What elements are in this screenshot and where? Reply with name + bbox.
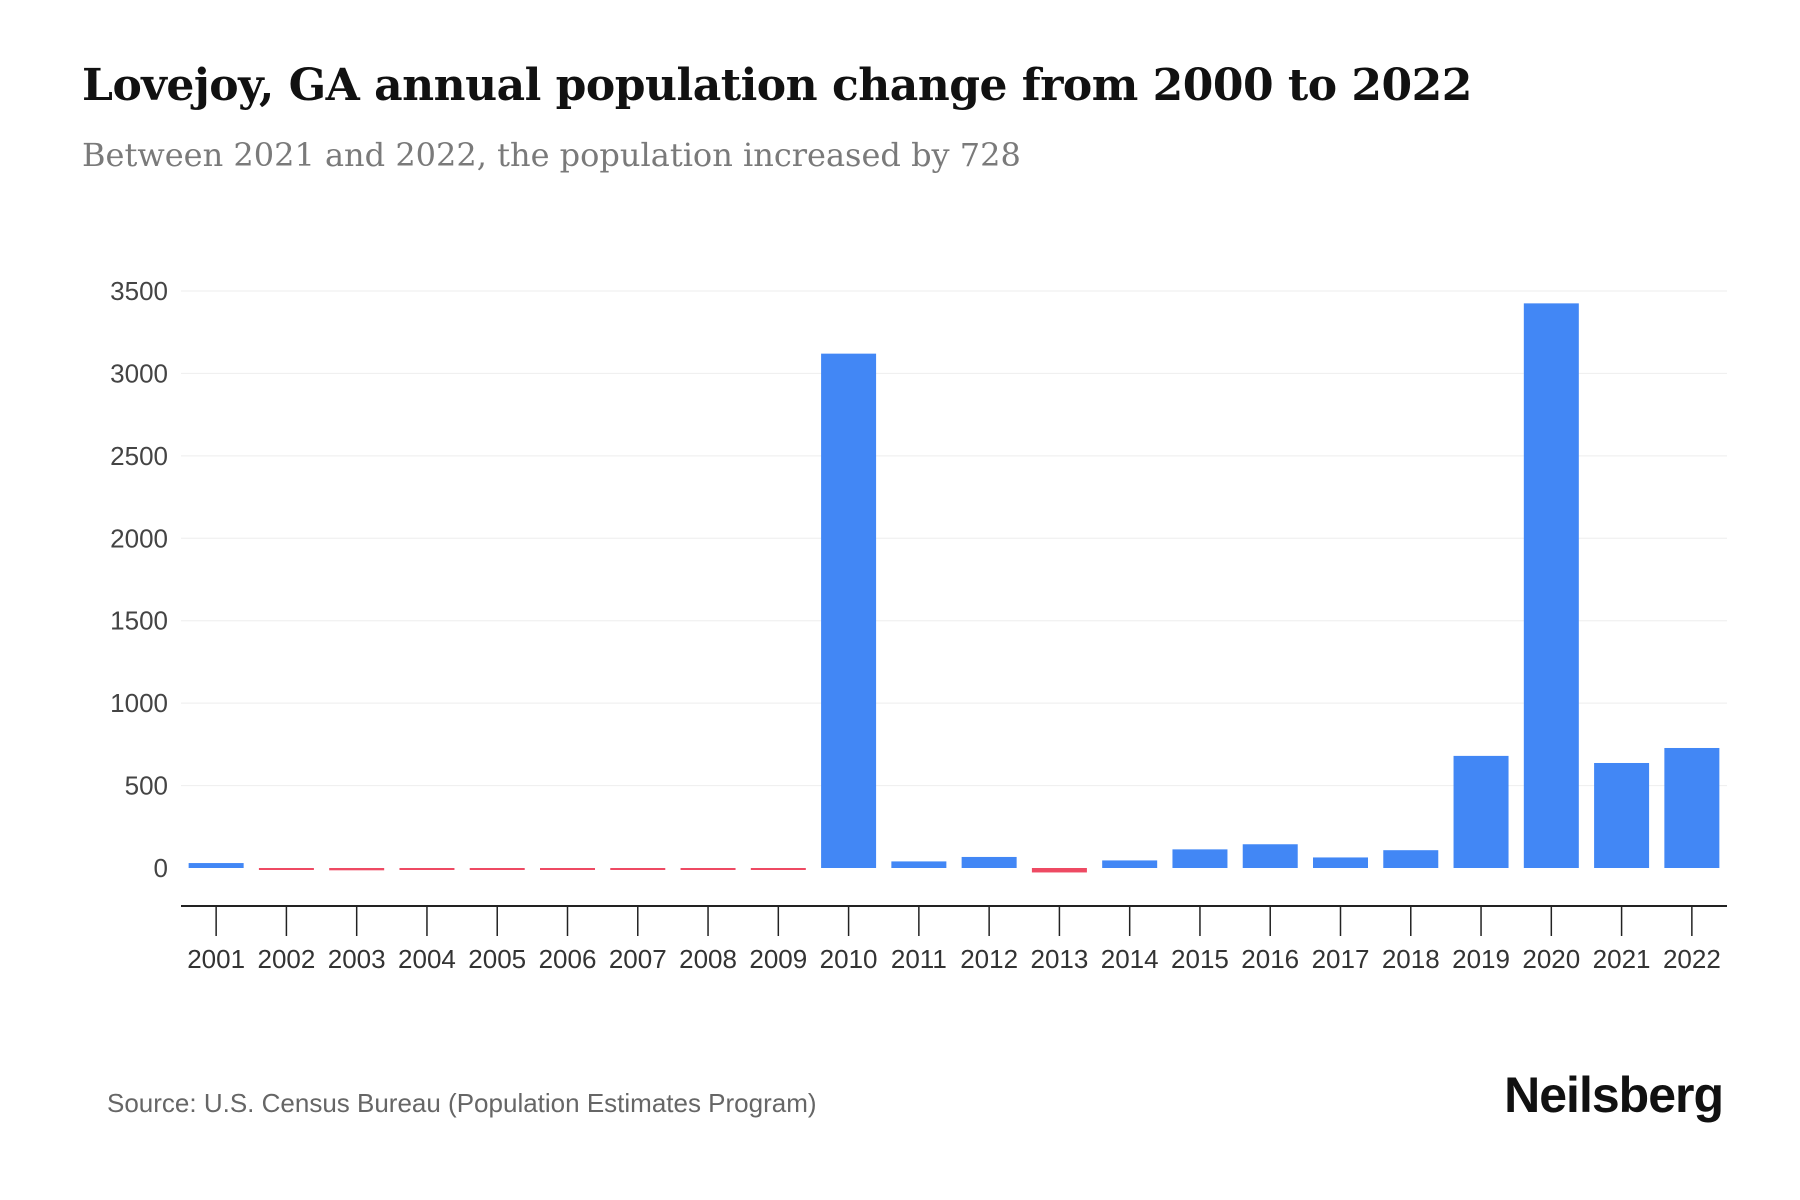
x-tick-label: 2011: [891, 944, 947, 974]
x-tick-label: 2006: [539, 944, 597, 974]
bar-2001: [188, 863, 244, 868]
y-tick-label: 3500: [110, 276, 168, 306]
chart-subtitle: Between 2021 and 2022, the population in…: [82, 136, 1021, 174]
x-tick-label: 2007: [609, 944, 667, 974]
x-tick-label: 2021: [1593, 944, 1651, 974]
source-note: Source: U.S. Census Bureau (Population E…: [107, 1088, 817, 1118]
bar-2019: [1453, 755, 1509, 868]
x-tick-label: 2020: [1522, 944, 1580, 974]
bar-2003: [329, 868, 385, 871]
bar-2011: [891, 861, 947, 868]
bar-2016: [1242, 844, 1298, 868]
x-tick-label: 2022: [1663, 944, 1721, 974]
bar-2006: [540, 868, 595, 870]
x-tick-label: 2003: [328, 944, 386, 974]
bar-2005: [469, 868, 525, 870]
x-tick-label: 2009: [749, 944, 807, 974]
y-tick-label: 2000: [110, 523, 168, 553]
x-tick-label: 2013: [1030, 944, 1088, 974]
y-tick-label: 2500: [110, 441, 168, 471]
y-tick-label: 1000: [110, 688, 168, 718]
x-tick-label: 2016: [1241, 944, 1299, 974]
bar-2004: [399, 868, 455, 870]
bar-2008: [680, 868, 736, 870]
bar-2018: [1383, 850, 1439, 868]
bar-2014: [1102, 860, 1158, 868]
bar-2021: [1594, 762, 1650, 868]
bar-2012: [961, 856, 1017, 868]
x-tick-label: 2018: [1382, 944, 1440, 974]
x-tick-label: 2004: [398, 944, 456, 974]
bar-2010: [821, 353, 877, 868]
x-tick-label: 2012: [960, 944, 1018, 974]
x-tick-label: 2005: [468, 944, 526, 974]
bar-2022: [1664, 747, 1720, 868]
chart-title: Lovejoy, GA annual population change fro…: [82, 60, 1472, 111]
bar-2017: [1313, 857, 1368, 868]
bar-2020: [1523, 303, 1579, 869]
x-tick-label: 2002: [257, 944, 315, 974]
y-tick-label: 500: [125, 771, 168, 801]
bar-2009: [750, 868, 806, 870]
x-tick-label: 2008: [679, 944, 737, 974]
neilsberg-logo: Neilsberg: [1504, 1067, 1724, 1123]
x-tick-label: 2010: [820, 944, 878, 974]
x-tick-label: 2001: [187, 944, 245, 974]
y-tick-label: 3000: [110, 358, 168, 388]
x-tick-label: 2017: [1312, 944, 1370, 974]
x-tick-label: 2014: [1101, 944, 1159, 974]
bar-2013: [1031, 868, 1087, 873]
bar-2002: [258, 868, 314, 870]
y-tick-label: 0: [154, 853, 168, 883]
x-tick-label: 2019: [1452, 944, 1510, 974]
bar-2015: [1172, 849, 1228, 868]
bar-2007: [610, 868, 666, 870]
x-tick-label: 2015: [1171, 944, 1229, 974]
y-tick-label: 1500: [110, 606, 168, 636]
